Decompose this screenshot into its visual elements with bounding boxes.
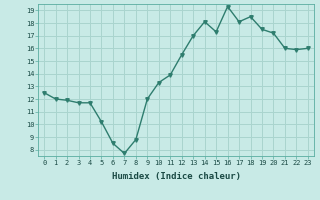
X-axis label: Humidex (Indice chaleur): Humidex (Indice chaleur)	[111, 172, 241, 181]
